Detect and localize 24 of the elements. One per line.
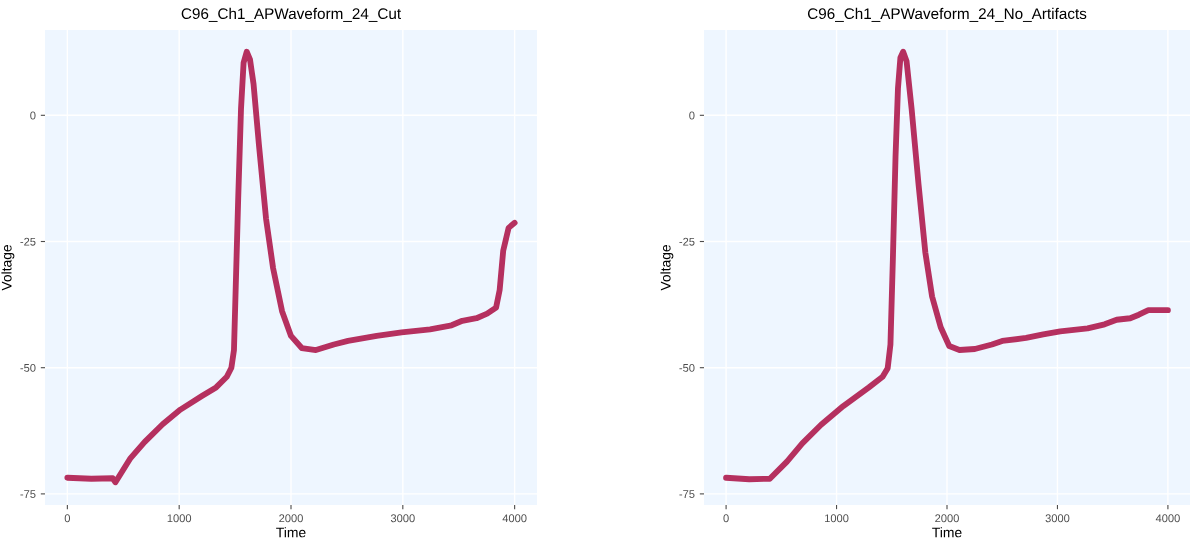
x-tick-label: 0 bbox=[64, 514, 71, 523]
x-axis-title: Time bbox=[276, 527, 306, 538]
y-tick-label: -50 bbox=[679, 363, 695, 372]
y-axis-title: Voltage bbox=[1, 244, 15, 291]
x-tick-label: 4000 bbox=[502, 514, 527, 523]
y-tick-label: 0 bbox=[30, 111, 36, 120]
x-axis-title: Time bbox=[932, 527, 962, 538]
y-tick-label: 0 bbox=[689, 111, 695, 120]
x-tick-label: 4000 bbox=[1155, 514, 1180, 523]
x-tick-label: 3000 bbox=[1045, 514, 1070, 523]
chart-title: C96_Ch1_APWaveform_24_No_Artifacts bbox=[807, 7, 1087, 22]
y-axis-title: Voltage bbox=[660, 244, 674, 291]
x-tick-label: 0 bbox=[723, 514, 729, 523]
x-tick-label: 2000 bbox=[935, 514, 959, 523]
x-tick-label: 3000 bbox=[390, 514, 415, 523]
chart-title: C96_Ch1_APWaveform_24_Cut bbox=[181, 7, 402, 22]
x-tick-label: 1000 bbox=[167, 514, 192, 523]
x-tick-label: 2000 bbox=[279, 514, 303, 523]
y-tick-label: -25 bbox=[679, 237, 695, 246]
x-tick-label: 1000 bbox=[825, 514, 849, 523]
y-tick-label: -25 bbox=[20, 237, 36, 246]
y-tick-label: -75 bbox=[20, 490, 36, 499]
y-tick-label: -50 bbox=[20, 363, 36, 372]
y-tick-label: -75 bbox=[679, 490, 695, 499]
